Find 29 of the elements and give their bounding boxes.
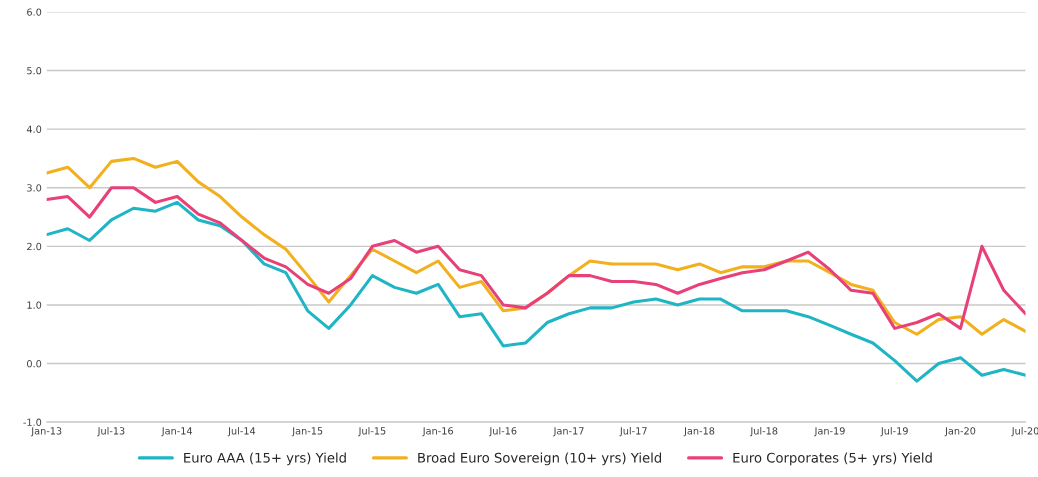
- x-tick-label: Jul-16: [488, 427, 517, 437]
- x-tick-label: Jan-15: [291, 427, 323, 437]
- y-tick-label: 3.0: [27, 184, 42, 192]
- x-tick-label: Jan-18: [683, 427, 715, 437]
- y-tick-label: 0.0: [27, 360, 42, 368]
- x-tick-label: Jan-20: [944, 427, 976, 437]
- x-tick-label: Jul-19: [880, 427, 908, 437]
- x-tick-label: Jul-17: [619, 427, 647, 437]
- x-tick-label: Jul-20: [1011, 427, 1038, 437]
- y-tick-label: 1.0: [27, 301, 42, 309]
- legend-label: Broad Euro Sovereign (10+ yrs) Yield: [418, 452, 662, 466]
- x-tick-label: Jul-15: [358, 427, 386, 437]
- x-tick-label: Jan-17: [553, 427, 584, 437]
- y-tick-label: 2.0: [27, 242, 42, 251]
- x-tick-label: Jul-14: [227, 427, 256, 437]
- x-tick-label: Jan-13: [30, 427, 62, 437]
- x-tick-label: Jul-18: [749, 427, 778, 437]
- line-series: [46, 200, 1026, 383]
- line-series: [46, 186, 1026, 330]
- legend-label: Euro Corporates (5+ yrs) Yield: [733, 452, 932, 466]
- y-tick-label: 6.0: [27, 8, 42, 16]
- y-tick-label: 5.0: [27, 67, 42, 75]
- y-tick-label: 4.0: [26, 125, 42, 133]
- x-tick-label: Jan-14: [161, 427, 193, 437]
- x-tick-label: Jan-19: [814, 427, 845, 437]
- x-tick-label: Jan-16: [422, 427, 453, 437]
- y-tick-label: -1.0: [23, 418, 42, 426]
- x-tick-label: Jul-13: [97, 427, 125, 437]
- legend-label: Euro AAA (15+ yrs) Yield: [184, 452, 346, 466]
